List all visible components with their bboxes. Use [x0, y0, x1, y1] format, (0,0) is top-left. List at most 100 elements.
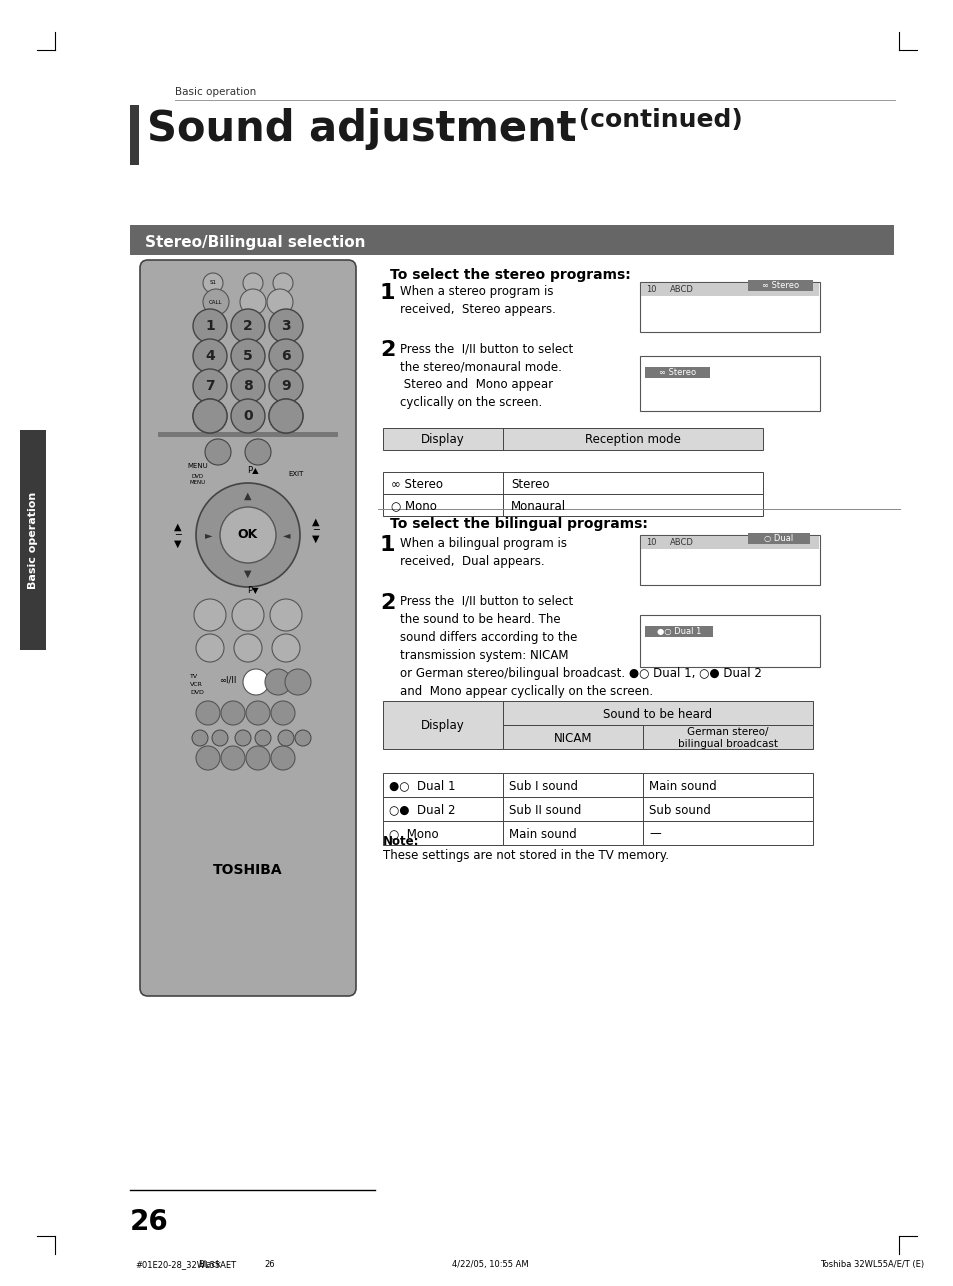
Text: VCR: VCR — [190, 682, 203, 687]
Bar — [158, 432, 337, 437]
Circle shape — [212, 730, 228, 746]
Text: 26: 26 — [130, 1208, 169, 1236]
Bar — [382, 472, 762, 494]
Text: 4: 4 — [205, 349, 214, 363]
Text: Press the  I/II button to select
the sound to be heard. The
sound differs accord: Press the I/II button to select the soun… — [399, 595, 761, 698]
Circle shape — [205, 439, 231, 466]
Circle shape — [269, 340, 303, 373]
Text: ◄: ◄ — [283, 530, 291, 540]
Text: Basic operation: Basic operation — [174, 87, 256, 96]
Text: ABCD: ABCD — [669, 285, 693, 294]
Circle shape — [192, 730, 208, 746]
Text: S1: S1 — [210, 280, 216, 285]
Bar — [502, 701, 812, 725]
Text: Stereo/Bilingual selection: Stereo/Bilingual selection — [145, 234, 365, 249]
Text: 7: 7 — [205, 379, 214, 394]
Bar — [502, 820, 642, 845]
Circle shape — [267, 289, 293, 315]
Text: ∞ Stereo: ∞ Stereo — [391, 477, 442, 490]
Text: TOSHIBA: TOSHIBA — [213, 863, 282, 877]
Bar — [642, 773, 812, 797]
Text: Display: Display — [420, 433, 464, 446]
Text: German stereo/
bilingual broadcast: German stereo/ bilingual broadcast — [678, 727, 778, 750]
Text: Basic operation: Basic operation — [28, 491, 38, 589]
Text: #01E20-28_32WL55AET: #01E20-28_32WL55AET — [135, 1260, 236, 1269]
Text: ▲
─
▼: ▲ ─ ▼ — [174, 522, 182, 548]
Text: Sub II sound: Sub II sound — [509, 804, 580, 817]
Text: Black: Black — [198, 1260, 221, 1269]
Text: These settings are not stored in the TV memory.: These settings are not stored in the TV … — [382, 849, 668, 862]
Circle shape — [232, 599, 264, 631]
Circle shape — [233, 634, 262, 662]
Circle shape — [246, 746, 270, 770]
Text: ●○  Dual 1: ●○ Dual 1 — [389, 779, 455, 792]
Bar — [382, 494, 762, 516]
Text: Monaural: Monaural — [511, 499, 565, 513]
Circle shape — [221, 746, 245, 770]
Bar — [20, 430, 46, 649]
Text: TV: TV — [190, 674, 198, 679]
Circle shape — [220, 507, 275, 563]
Text: MENU: MENU — [190, 480, 206, 485]
Circle shape — [269, 309, 303, 343]
Text: ∞I/II: ∞I/II — [219, 675, 236, 684]
Bar — [382, 428, 762, 450]
Text: ●○ Dual 1: ●○ Dual 1 — [656, 628, 700, 637]
Circle shape — [193, 309, 227, 343]
Bar — [639, 615, 820, 667]
Text: —: — — [648, 827, 660, 841]
Circle shape — [246, 701, 270, 725]
Text: EXIT: EXIT — [288, 471, 303, 477]
Circle shape — [193, 340, 227, 373]
Circle shape — [240, 289, 266, 315]
Bar — [502, 797, 642, 820]
Circle shape — [221, 701, 245, 725]
Text: ▲
─
▼: ▲ ─ ▼ — [312, 517, 319, 544]
Text: ○ Dual: ○ Dual — [763, 534, 793, 543]
Circle shape — [195, 701, 220, 725]
Text: 2: 2 — [243, 319, 253, 333]
Text: OK: OK — [237, 529, 258, 541]
Text: 2: 2 — [379, 593, 395, 613]
Circle shape — [193, 399, 227, 433]
Bar — [642, 797, 812, 820]
Bar — [747, 280, 812, 291]
Text: ○●  Dual 2: ○● Dual 2 — [389, 804, 455, 817]
Text: To select the stereo programs:: To select the stereo programs: — [390, 267, 630, 282]
Text: ○  Mono: ○ Mono — [389, 827, 438, 841]
Text: 6: 6 — [281, 349, 291, 363]
Bar — [382, 701, 502, 748]
Text: NICAM: NICAM — [553, 732, 592, 745]
Circle shape — [273, 273, 293, 293]
Circle shape — [203, 273, 223, 293]
Text: Note:: Note: — [382, 835, 419, 847]
Circle shape — [269, 399, 303, 433]
Circle shape — [269, 369, 303, 403]
Circle shape — [231, 369, 265, 403]
Text: P▲: P▲ — [247, 466, 258, 475]
Circle shape — [243, 669, 269, 694]
Text: ▲: ▲ — [244, 491, 252, 502]
Text: ►: ► — [205, 530, 213, 540]
Circle shape — [269, 399, 303, 433]
Circle shape — [285, 669, 311, 694]
Text: 3: 3 — [281, 319, 291, 333]
Circle shape — [195, 484, 299, 586]
Text: 4/22/05, 10:55 AM: 4/22/05, 10:55 AM — [451, 1260, 528, 1269]
Text: Sub sound: Sub sound — [648, 804, 710, 817]
Text: DVD: DVD — [190, 689, 204, 694]
Text: 1: 1 — [379, 283, 395, 303]
Text: 8: 8 — [243, 379, 253, 394]
Bar — [382, 773, 502, 797]
Circle shape — [277, 730, 294, 746]
Text: Toshiba 32WL55A/E/T (E): Toshiba 32WL55A/E/T (E) — [820, 1260, 923, 1269]
Text: (continued): (continued) — [569, 108, 742, 132]
Text: 0: 0 — [243, 409, 253, 423]
Text: MENU: MENU — [188, 463, 208, 469]
Bar — [747, 532, 809, 544]
Text: 2: 2 — [379, 340, 395, 360]
Bar — [130, 105, 139, 165]
Text: Sound to be heard: Sound to be heard — [603, 707, 712, 720]
Circle shape — [272, 634, 299, 662]
Text: Main sound: Main sound — [509, 827, 577, 841]
